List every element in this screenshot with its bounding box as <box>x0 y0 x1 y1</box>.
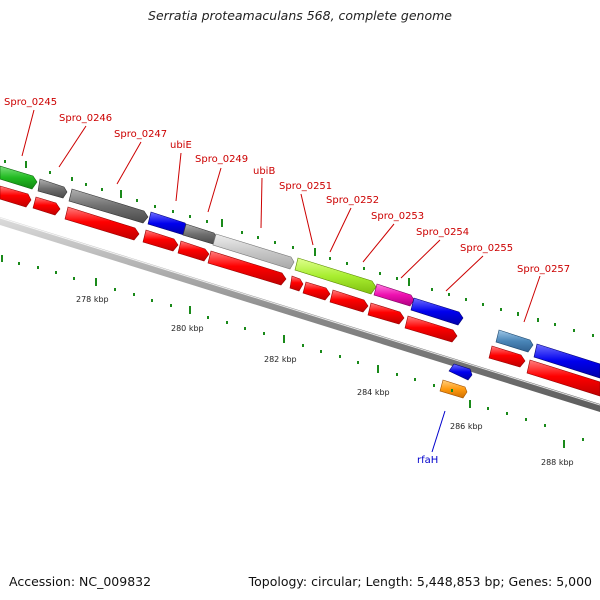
gene-arrow-reverse-blue[interactable] <box>448 363 473 381</box>
topology-text: Topology: circular; Length: 5,448,853 bp… <box>248 574 592 589</box>
gene-arrow-ubib[interactable] <box>212 233 295 270</box>
gene-arrow-spro-0245[interactable] <box>0 165 38 190</box>
gene-arrow-ubie[interactable] <box>147 211 189 236</box>
gene-arrow-spro-0246[interactable] <box>37 178 68 199</box>
gene-label[interactable]: Spro_0251 <box>279 181 332 192</box>
scale-ticks <box>1 255 584 448</box>
gene-label[interactable]: Spro_0245 <box>4 97 57 108</box>
scale-label: 284 kbp <box>357 388 390 397</box>
gene-label[interactable]: Spro_0246 <box>59 113 112 124</box>
accession-text: Accession: NC_009832 <box>9 574 152 589</box>
gene-arrow-rfah[interactable] <box>439 379 468 399</box>
cds-arrow[interactable] <box>488 345 526 368</box>
forward-strand-track <box>0 165 600 379</box>
scale-label: 288 kbp <box>541 458 574 467</box>
gene-label[interactable]: ubiB <box>253 166 275 177</box>
cds-arrow[interactable] <box>207 250 287 286</box>
gene-label[interactable]: Spro_0249 <box>195 154 248 165</box>
gene-label[interactable]: Spro_0247 <box>114 129 167 140</box>
cds-arrow[interactable] <box>289 275 304 292</box>
gene-arrow-spro-0251[interactable] <box>294 257 377 295</box>
gene-label[interactable]: Spro_0257 <box>517 264 570 275</box>
gene-label-group: Spro_0245 Spro_0246 Spro_0247 ubiE Spro_… <box>4 97 570 466</box>
label-leaders <box>21 109 541 323</box>
gene-arrow-spro-0254[interactable] <box>410 297 464 326</box>
gene-arrow-spro-0253[interactable] <box>373 283 415 307</box>
gene-label-rfah[interactable]: rfaH <box>417 455 438 466</box>
gene-arrow-spro-0257b[interactable] <box>533 343 600 379</box>
cds-arrow[interactable] <box>367 302 405 325</box>
gene-arrow-spro-0247[interactable] <box>68 188 149 224</box>
scale-label: 280 kbp <box>171 324 204 333</box>
scale-label: 282 kbp <box>264 355 297 364</box>
gene-label[interactable]: Spro_0253 <box>371 211 424 222</box>
cds-track <box>0 185 600 397</box>
scale-label: 286 kbp <box>450 422 483 431</box>
cds-arrow[interactable] <box>142 229 179 252</box>
cds-arrow[interactable] <box>404 315 458 343</box>
upper-ticks <box>4 160 594 337</box>
gene-arrow-spro-0257a[interactable] <box>495 329 534 353</box>
cds-arrow[interactable] <box>526 359 600 397</box>
cds-arrow[interactable] <box>329 289 369 313</box>
cds-arrow[interactable] <box>32 196 61 216</box>
gene-label[interactable]: Spro_0254 <box>416 227 469 238</box>
gene-arrow-spro-0249[interactable] <box>182 223 218 245</box>
scale-label: 278 kbp <box>76 295 109 304</box>
cds-arrow[interactable] <box>302 281 331 301</box>
label-leader-rfah <box>431 410 446 453</box>
gene-label[interactable]: ubiE <box>170 140 192 151</box>
backbone-edge <box>0 217 600 406</box>
genome-backbone <box>0 217 600 412</box>
cds-arrow[interactable] <box>177 240 210 262</box>
gene-label[interactable]: Spro_0255 <box>460 243 513 254</box>
map-title: Serratia proteamaculans 568, complete ge… <box>148 8 452 23</box>
gene-label[interactable]: Spro_0252 <box>326 195 379 206</box>
scale-label-group: 278 kbp 280 kbp 282 kbp 284 kbp 286 kbp … <box>76 295 574 467</box>
cds-arrow[interactable] <box>0 185 32 208</box>
cds-arrow[interactable] <box>64 206 140 241</box>
